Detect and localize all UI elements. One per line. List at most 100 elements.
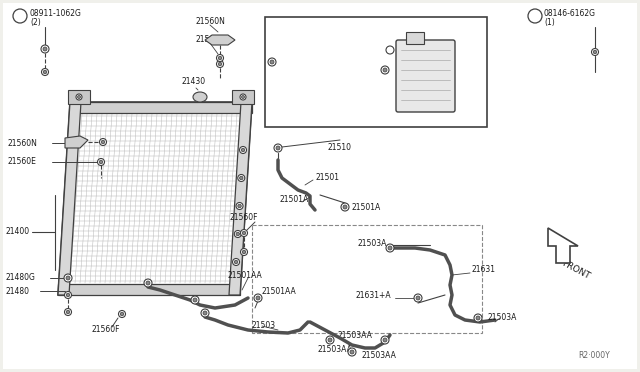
Circle shape bbox=[348, 348, 356, 356]
Text: 21516: 21516 bbox=[427, 32, 451, 42]
Circle shape bbox=[67, 293, 70, 297]
Bar bbox=[232, 90, 254, 104]
Circle shape bbox=[65, 308, 72, 315]
Circle shape bbox=[241, 230, 248, 237]
Text: 21503AA: 21503AA bbox=[338, 330, 373, 340]
Circle shape bbox=[239, 147, 246, 154]
Circle shape bbox=[243, 250, 246, 254]
Circle shape bbox=[414, 294, 422, 302]
Circle shape bbox=[381, 336, 389, 344]
Text: 21501: 21501 bbox=[315, 173, 339, 183]
Polygon shape bbox=[548, 228, 578, 263]
Circle shape bbox=[270, 60, 274, 64]
Circle shape bbox=[118, 311, 125, 317]
Circle shape bbox=[234, 231, 241, 237]
Circle shape bbox=[381, 66, 389, 74]
Circle shape bbox=[66, 276, 70, 280]
Circle shape bbox=[383, 338, 387, 342]
Circle shape bbox=[191, 296, 199, 304]
Circle shape bbox=[65, 292, 72, 298]
Text: 21480: 21480 bbox=[5, 286, 29, 295]
Text: 21501A: 21501A bbox=[352, 202, 381, 212]
Text: 21503A: 21503A bbox=[487, 314, 516, 323]
Circle shape bbox=[77, 96, 81, 99]
Circle shape bbox=[216, 61, 223, 67]
Text: S: S bbox=[532, 13, 538, 19]
Circle shape bbox=[203, 311, 207, 315]
Circle shape bbox=[341, 203, 349, 211]
Polygon shape bbox=[58, 102, 252, 295]
Circle shape bbox=[593, 50, 596, 54]
Circle shape bbox=[101, 140, 105, 144]
Circle shape bbox=[193, 298, 197, 302]
Circle shape bbox=[76, 94, 82, 100]
Text: 21518: 21518 bbox=[440, 67, 464, 77]
Circle shape bbox=[239, 176, 243, 180]
Text: 21503: 21503 bbox=[252, 321, 276, 330]
Circle shape bbox=[234, 260, 238, 264]
Text: 21560F: 21560F bbox=[92, 326, 120, 334]
Circle shape bbox=[254, 294, 262, 302]
Text: 21560F: 21560F bbox=[230, 214, 259, 222]
Circle shape bbox=[42, 68, 49, 76]
Circle shape bbox=[328, 338, 332, 342]
Circle shape bbox=[350, 350, 354, 354]
Text: 21480G: 21480G bbox=[5, 273, 35, 282]
Circle shape bbox=[386, 244, 394, 252]
Circle shape bbox=[236, 232, 239, 236]
Text: N: N bbox=[16, 13, 22, 19]
Circle shape bbox=[236, 202, 243, 209]
Circle shape bbox=[67, 310, 70, 314]
Text: 08146-6162G: 08146-6162G bbox=[544, 9, 596, 17]
Text: 21400: 21400 bbox=[5, 228, 29, 237]
Circle shape bbox=[268, 58, 276, 66]
Text: 21503AA: 21503AA bbox=[270, 96, 305, 105]
Circle shape bbox=[274, 144, 282, 152]
Text: 21515: 21515 bbox=[290, 31, 314, 39]
Text: 21503AA: 21503AA bbox=[318, 346, 353, 355]
Text: 21631+A: 21631+A bbox=[355, 291, 390, 299]
Circle shape bbox=[120, 312, 124, 316]
Bar bbox=[252, 225, 482, 333]
Polygon shape bbox=[65, 136, 88, 148]
Circle shape bbox=[383, 68, 387, 72]
Circle shape bbox=[256, 296, 260, 300]
Circle shape bbox=[416, 296, 420, 300]
Polygon shape bbox=[70, 102, 252, 113]
Circle shape bbox=[41, 45, 49, 53]
FancyBboxPatch shape bbox=[396, 40, 455, 112]
Text: 21560E: 21560E bbox=[195, 35, 224, 45]
Text: 21503AA: 21503AA bbox=[362, 350, 397, 359]
Circle shape bbox=[528, 9, 542, 23]
Circle shape bbox=[218, 56, 221, 60]
Circle shape bbox=[216, 55, 223, 61]
Ellipse shape bbox=[193, 92, 207, 102]
Text: R2·000Y: R2·000Y bbox=[578, 350, 610, 359]
Circle shape bbox=[44, 70, 47, 74]
Circle shape bbox=[64, 274, 72, 282]
Text: 21560E: 21560E bbox=[8, 157, 37, 167]
Circle shape bbox=[144, 279, 152, 287]
Bar bbox=[68, 90, 90, 104]
Polygon shape bbox=[229, 102, 252, 295]
Text: FRONT: FRONT bbox=[560, 259, 591, 281]
Text: 21631: 21631 bbox=[472, 266, 496, 275]
Text: 21501A: 21501A bbox=[280, 196, 309, 205]
Text: (2): (2) bbox=[30, 17, 41, 26]
Text: 21501AA: 21501AA bbox=[262, 288, 297, 296]
Circle shape bbox=[232, 259, 239, 266]
Circle shape bbox=[146, 281, 150, 285]
Circle shape bbox=[99, 138, 106, 145]
Text: (1): (1) bbox=[544, 17, 555, 26]
Text: 21510: 21510 bbox=[328, 144, 352, 153]
Circle shape bbox=[241, 248, 248, 256]
Circle shape bbox=[388, 246, 392, 250]
Text: 21501AA: 21501AA bbox=[228, 270, 263, 279]
Text: 21503A: 21503A bbox=[358, 240, 387, 248]
Text: 21560N: 21560N bbox=[195, 17, 225, 26]
Text: 21560N: 21560N bbox=[8, 138, 38, 148]
Circle shape bbox=[218, 62, 221, 66]
Circle shape bbox=[97, 158, 104, 166]
Text: 21501E: 21501E bbox=[358, 76, 387, 84]
Circle shape bbox=[238, 204, 241, 208]
